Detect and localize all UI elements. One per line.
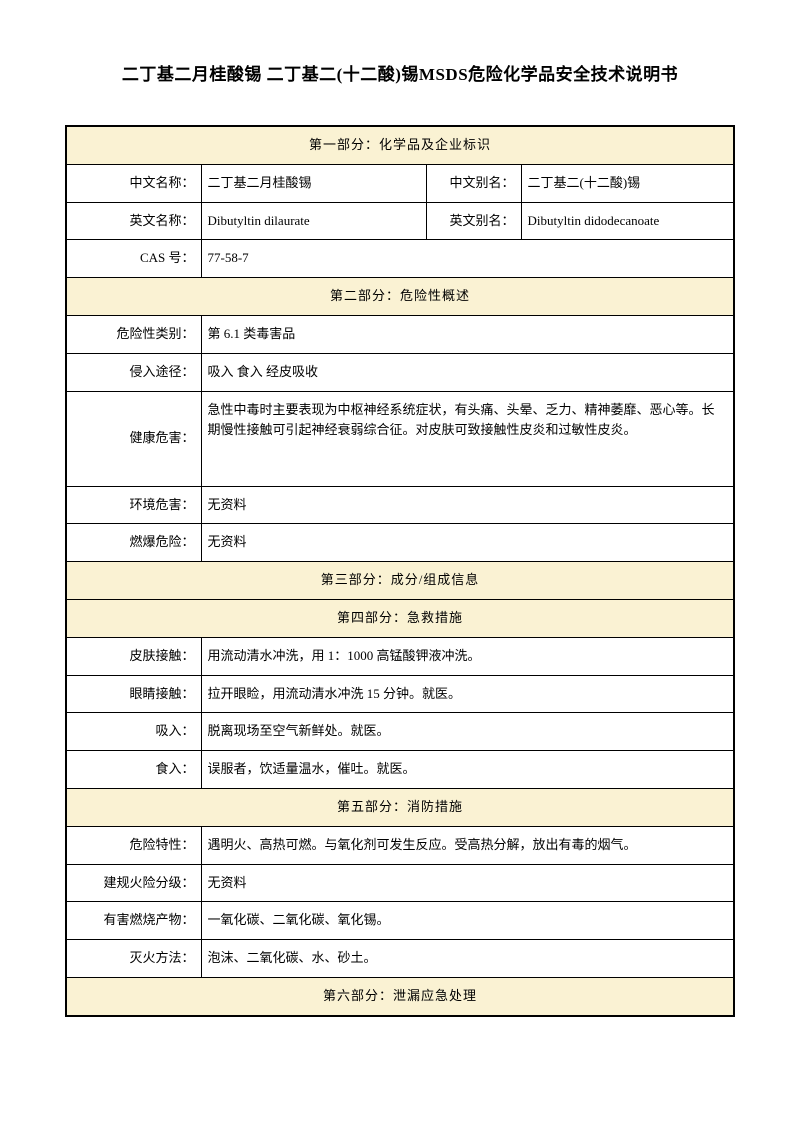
- label-cn-alias: 中文别名：: [426, 164, 521, 202]
- label-ingest: 食入：: [66, 751, 201, 789]
- section2-header: 第二部分：危险性概述: [66, 278, 734, 316]
- value-skin: 用流动清水冲洗，用 1：1000 高锰酸钾液冲洗。: [201, 637, 734, 675]
- label-env: 环境危害：: [66, 486, 201, 524]
- value-hazard-class: 第 6.1 类毒害品: [201, 315, 734, 353]
- value-eye: 拉开眼睑，用流动清水冲洗 15 分钟。就医。: [201, 675, 734, 713]
- value-health: 急性中毒时主要表现为中枢神经系统症状，有头痛、头晕、乏力、精神萎靡、恶心等。长期…: [201, 391, 734, 486]
- value-ingest: 误服者，饮适量温水，催吐。就医。: [201, 751, 734, 789]
- section1-header: 第一部分：化学品及企业标识: [66, 126, 734, 164]
- section4-header: 第四部分：急救措施: [66, 599, 734, 637]
- value-cas: 77-58-7: [201, 240, 734, 278]
- value-cn-name: 二丁基二月桂酸锡: [201, 164, 426, 202]
- document-title: 二丁基二月桂酸锡 二丁基二(十二酸)锡MSDS危险化学品安全技术说明书: [65, 60, 735, 85]
- label-explosion: 燃爆危险：: [66, 524, 201, 562]
- label-hazard-char: 危险特性：: [66, 826, 201, 864]
- value-invasion: 吸入 食入 经皮吸收: [201, 353, 734, 391]
- label-cas: CAS 号：: [66, 240, 201, 278]
- value-env: 无资料: [201, 486, 734, 524]
- label-eye: 眼睛接触：: [66, 675, 201, 713]
- label-hazard-class: 危险性类别：: [66, 315, 201, 353]
- label-cn-name: 中文名称：: [66, 164, 201, 202]
- section5-header: 第五部分：消防措施: [66, 788, 734, 826]
- value-inhale: 脱离现场至空气新鲜处。就医。: [201, 713, 734, 751]
- value-hazard-char: 遇明火、高热可燃。与氧化剂可发生反应。受高热分解，放出有毒的烟气。: [201, 826, 734, 864]
- label-combustion: 有害燃烧产物：: [66, 902, 201, 940]
- label-skin: 皮肤接触：: [66, 637, 201, 675]
- label-fire-class: 建规火险分级：: [66, 864, 201, 902]
- label-en-name: 英文名称：: [66, 202, 201, 240]
- value-combustion: 一氧化碳、二氧化碳、氧化锡。: [201, 902, 734, 940]
- section3-header: 第三部分：成分/组成信息: [66, 562, 734, 600]
- label-en-alias: 英文别名：: [426, 202, 521, 240]
- value-en-alias: Dibutyltin didodecanoate: [521, 202, 734, 240]
- label-inhale: 吸入：: [66, 713, 201, 751]
- value-explosion: 无资料: [201, 524, 734, 562]
- label-invasion: 侵入途径：: [66, 353, 201, 391]
- value-en-name: Dibutyltin dilaurate: [201, 202, 426, 240]
- value-cn-alias: 二丁基二(十二酸)锡: [521, 164, 734, 202]
- label-health: 健康危害：: [66, 391, 201, 486]
- msds-table: 第一部分：化学品及企业标识 中文名称： 二丁基二月桂酸锡 中文别名： 二丁基二(…: [65, 125, 735, 1017]
- label-extinguish: 灭火方法：: [66, 940, 201, 978]
- value-fire-class: 无资料: [201, 864, 734, 902]
- section6-header: 第六部分：泄漏应急处理: [66, 977, 734, 1015]
- value-extinguish: 泡沫、二氧化碳、水、砂土。: [201, 940, 734, 978]
